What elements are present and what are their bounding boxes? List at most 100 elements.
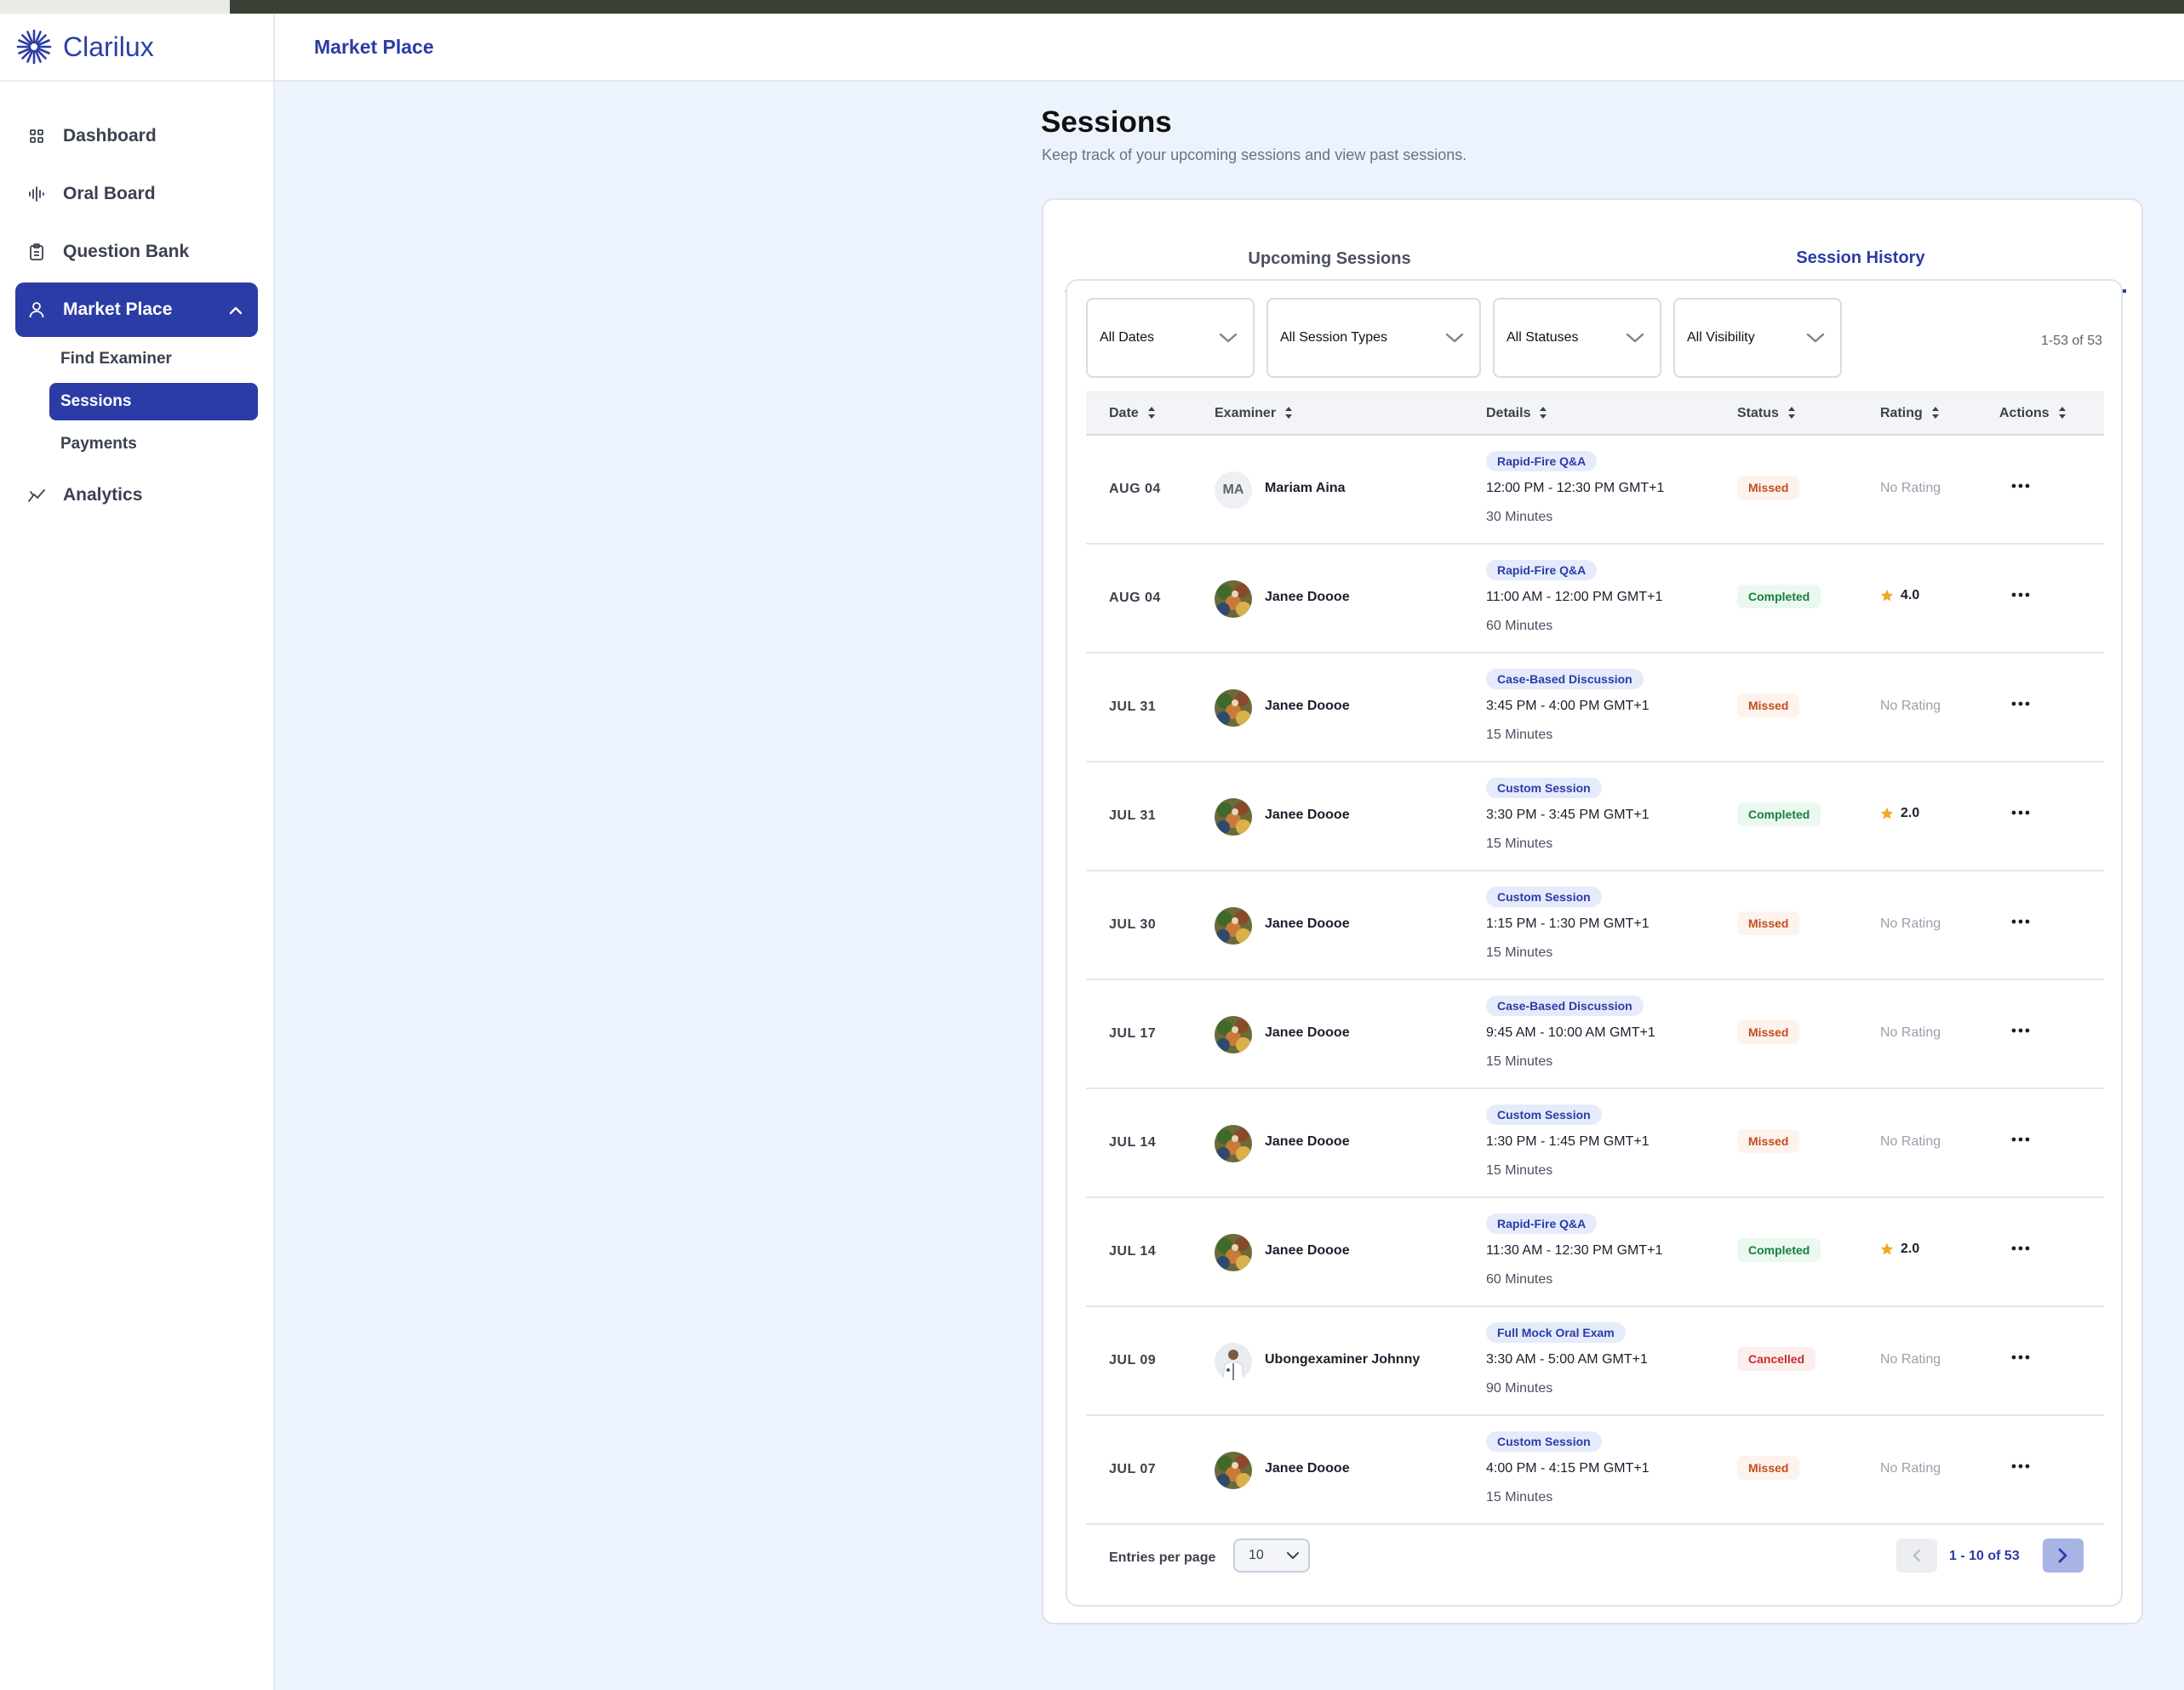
filter-label: All Session Types bbox=[1280, 330, 1387, 345]
ellipsis-icon bbox=[2011, 1355, 2030, 1360]
more-actions-button[interactable] bbox=[2008, 1127, 2033, 1152]
sidebar: Clarilux Dashboard Oral Board Question B… bbox=[0, 14, 275, 1690]
user-icon bbox=[27, 300, 46, 319]
table-header: Date Examiner Details Status Rating Acti… bbox=[1086, 391, 2104, 436]
filter-visibility[interactable]: All Visibility bbox=[1673, 298, 1842, 378]
examiner-name[interactable]: Janee Doooe bbox=[1265, 699, 1350, 713]
rating: No Rating bbox=[1880, 916, 1941, 931]
sidebar-subitem-find-examiner[interactable]: Find Examiner bbox=[49, 340, 258, 378]
brand-name: Clarilux bbox=[63, 31, 154, 62]
examiner-name[interactable]: Janee Doooe bbox=[1265, 590, 1350, 604]
ellipsis-icon bbox=[2011, 701, 2030, 706]
table-row[interactable]: JUL 31 Janee Doooe Case-Based Discussion 3:… bbox=[1086, 654, 2104, 762]
more-actions-button[interactable] bbox=[2008, 582, 2033, 608]
sidebar-nav: Dashboard Oral Board Question Bank Marke… bbox=[0, 82, 273, 522]
more-actions-button[interactable] bbox=[2008, 1018, 2033, 1043]
column-header-actions[interactable]: Actions bbox=[1999, 406, 2067, 421]
filter-session-types[interactable]: All Session Types bbox=[1266, 298, 1481, 378]
column-header-rating[interactable]: Rating bbox=[1880, 406, 1940, 421]
chevron-down-icon bbox=[1219, 333, 1238, 343]
star-icon bbox=[1880, 807, 1894, 819]
more-actions-button[interactable] bbox=[2008, 691, 2033, 717]
more-actions-button[interactable] bbox=[2008, 800, 2033, 825]
session-duration: 15 Minutes bbox=[1486, 1054, 1553, 1069]
examiner-name[interactable]: Janee Doooe bbox=[1265, 1025, 1350, 1040]
more-actions-button[interactable] bbox=[2008, 1345, 2033, 1370]
previous-page-button[interactable] bbox=[1896, 1539, 1937, 1573]
sort-icon bbox=[1787, 407, 1795, 420]
examiner-name[interactable]: Janee Doooe bbox=[1265, 1134, 1350, 1149]
entries-per-page-select[interactable]: 10 bbox=[1233, 1539, 1310, 1573]
brand[interactable]: Clarilux bbox=[0, 14, 273, 82]
rating: No Rating bbox=[1880, 1352, 1941, 1367]
sort-icon bbox=[2058, 407, 2066, 420]
column-label: Rating bbox=[1880, 405, 1923, 420]
filter-label: All Dates bbox=[1100, 330, 1155, 345]
status-badge: Completed bbox=[1737, 1238, 1821, 1262]
column-header-date[interactable]: Date bbox=[1109, 406, 1156, 421]
avatar bbox=[1215, 1234, 1252, 1271]
column-header-status[interactable]: Status bbox=[1737, 406, 1796, 421]
session-type-badge: Rapid-Fire Q&A bbox=[1486, 451, 1598, 471]
sidebar-subitem-sessions[interactable]: Sessions bbox=[49, 383, 258, 420]
more-actions-button[interactable] bbox=[2008, 473, 2033, 499]
status-badge: Missed bbox=[1737, 476, 1800, 500]
sidebar-item-dashboard[interactable]: Dashboard bbox=[15, 109, 258, 163]
table-row[interactable]: AUG 04 MA Mariam Aina Rapid-Fire Q&A 12:00 P… bbox=[1086, 436, 2104, 545]
ellipsis-icon bbox=[2011, 1137, 2030, 1142]
sidebar-item-analytics[interactable]: Analytics bbox=[15, 468, 258, 522]
table-row[interactable]: JUL 14 Janee Doooe Rapid-Fire Q&A 11:30 AM … bbox=[1086, 1198, 2104, 1307]
next-page-button[interactable] bbox=[2043, 1539, 2084, 1573]
session-type-badge: Custom Session bbox=[1486, 1431, 1602, 1452]
table-row[interactable]: JUL 09 Ubongexaminer Johnny Full Mock Oral… bbox=[1086, 1307, 2104, 1416]
sidebar-item-question-bank[interactable]: Question Bank bbox=[15, 225, 258, 279]
session-type-badge: Case-Based Discussion bbox=[1486, 996, 1644, 1016]
column-header-examiner[interactable]: Examiner bbox=[1215, 406, 1293, 421]
examiner-name[interactable]: Janee Doooe bbox=[1265, 1243, 1350, 1258]
examiner-name[interactable]: Janee Doooe bbox=[1265, 808, 1350, 822]
rating: 2.0 bbox=[1880, 806, 1919, 821]
table-row[interactable]: AUG 04 Janee Doooe Rapid-Fire Q&A 11:00 AM … bbox=[1086, 545, 2104, 654]
status-badge: Missed bbox=[1737, 911, 1800, 935]
session-time: 3:30 PM - 3:45 PM GMT+1 bbox=[1486, 808, 1649, 822]
tab-upcoming-sessions[interactable]: Upcoming Sessions bbox=[1248, 248, 1411, 268]
examiner-name[interactable]: Ubongexaminer Johnny bbox=[1265, 1352, 1421, 1367]
status-badge: Cancelled bbox=[1737, 1347, 1816, 1371]
sidebar-subitem-payments[interactable]: Payments bbox=[49, 425, 258, 463]
filter-dates[interactable]: All Dates bbox=[1086, 298, 1255, 378]
table-row[interactable]: JUL 30 Janee Doooe Custom Session 1:15 PM -… bbox=[1086, 871, 2104, 980]
chevron-up-icon[interactable] bbox=[229, 300, 243, 320]
page-end: 10 bbox=[1969, 1549, 1984, 1563]
session-date: AUG 04 bbox=[1109, 482, 1161, 496]
more-actions-button[interactable] bbox=[2008, 909, 2033, 934]
examiner-name[interactable]: Janee Doooe bbox=[1265, 916, 1350, 931]
sessions-card: Upcoming Sessions Session History All Da… bbox=[1042, 198, 2143, 1624]
grid-icon bbox=[27, 127, 46, 146]
table-row[interactable]: JUL 07 Janee Doooe Custom Session 4:00 PM -… bbox=[1086, 1416, 2104, 1525]
table-row[interactable]: JUL 31 Janee Doooe Custom Session 3:30 PM -… bbox=[1086, 762, 2104, 871]
table-row[interactable]: JUL 17 Janee Doooe Case-Based Discussion 9:… bbox=[1086, 980, 2104, 1089]
examiner-name[interactable]: Janee Doooe bbox=[1265, 1461, 1350, 1476]
more-actions-button[interactable] bbox=[2008, 1453, 2033, 1479]
session-time: 4:00 PM - 4:15 PM GMT+1 bbox=[1486, 1461, 1649, 1476]
session-date: AUG 04 bbox=[1109, 591, 1161, 605]
avatar bbox=[1215, 907, 1252, 945]
examiner-name[interactable]: Mariam Aina bbox=[1265, 481, 1346, 495]
filter-statuses[interactable]: All Statuses bbox=[1493, 298, 1661, 378]
table-footer: Entries per page 10 1 - 10 of 53 bbox=[1086, 1533, 2104, 1584]
column-label: Status bbox=[1737, 405, 1779, 420]
table-body: AUG 04 MA Mariam Aina Rapid-Fire Q&A 12:00 P… bbox=[1086, 436, 2104, 1525]
breadcrumb[interactable]: Market Place bbox=[314, 35, 434, 58]
column-header-details[interactable]: Details bbox=[1486, 406, 1547, 421]
sidebar-subitem-label: Find Examiner bbox=[60, 350, 172, 368]
ellipsis-icon bbox=[2011, 919, 2030, 924]
column-label: Details bbox=[1486, 405, 1531, 420]
chart-icon bbox=[27, 486, 46, 505]
table-row[interactable]: JUL 14 Janee Doooe Custom Session 1:30 PM -… bbox=[1086, 1089, 2104, 1198]
sidebar-item-market-place[interactable]: Market Place bbox=[15, 283, 258, 337]
session-date: JUL 09 bbox=[1109, 1353, 1157, 1367]
more-actions-button[interactable] bbox=[2008, 1236, 2033, 1261]
status-badge: Missed bbox=[1737, 1020, 1800, 1044]
sidebar-item-oral-board[interactable]: Oral Board bbox=[15, 167, 258, 221]
session-type-badge: Custom Session bbox=[1486, 778, 1602, 798]
